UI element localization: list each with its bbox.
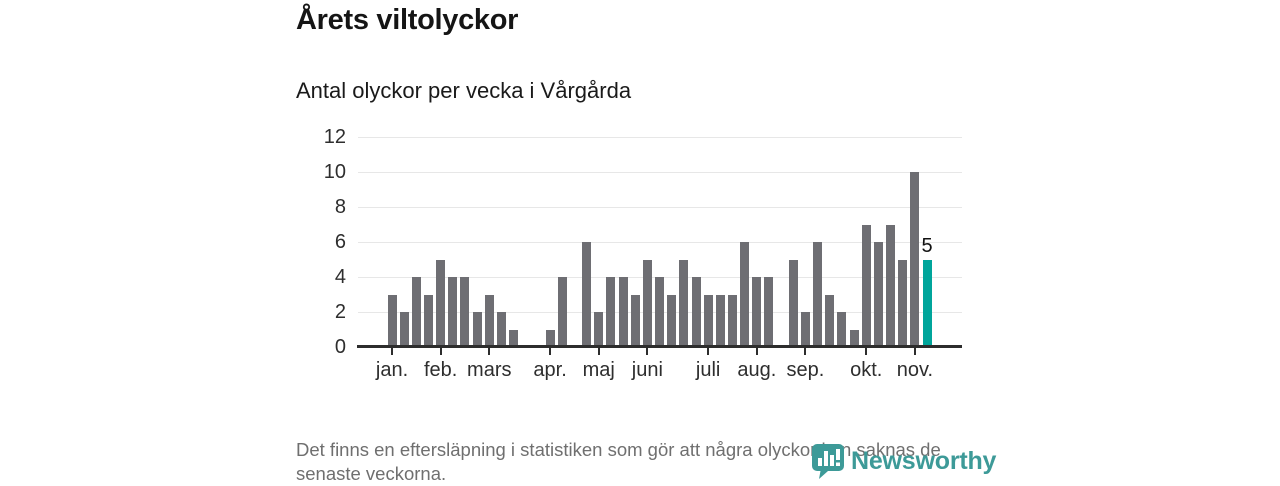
y-axis-label: 8	[334, 196, 346, 218]
page-title: Årets viltolyckor	[296, 4, 519, 36]
bar	[691, 277, 701, 347]
footnote: Det finns en eftersläpning i statistiken…	[296, 439, 941, 484]
bar	[496, 312, 506, 347]
y-axis-label: 6	[334, 231, 346, 253]
month-tick	[707, 347, 710, 355]
month-label: juli	[695, 359, 721, 381]
month-label: juni	[631, 359, 663, 381]
y-axis-label: 10	[323, 161, 346, 183]
bar	[703, 294, 713, 347]
bar	[667, 294, 677, 347]
bar	[557, 277, 567, 347]
y-axis-label: 2	[334, 301, 346, 323]
month-tick	[646, 347, 649, 355]
bar	[509, 329, 519, 347]
month-label: aug.	[737, 359, 777, 381]
bar	[886, 224, 896, 347]
bar	[861, 224, 871, 347]
month-tick	[488, 347, 491, 355]
y-axis-label: 0	[334, 336, 346, 358]
bar	[582, 242, 592, 347]
gridline	[358, 136, 962, 138]
bar	[472, 312, 482, 347]
bar	[484, 294, 494, 347]
month-label: apr.	[533, 359, 567, 381]
month-tick	[804, 347, 807, 355]
bar	[387, 294, 397, 347]
month-label: maj	[582, 359, 615, 381]
month-tick	[913, 347, 916, 355]
bar	[655, 277, 665, 347]
bar	[740, 242, 750, 347]
newsworthy-icon	[812, 444, 844, 479]
bar	[849, 329, 859, 347]
bar	[545, 329, 555, 347]
bar	[764, 277, 774, 347]
y-axis-label: 12	[323, 126, 346, 148]
bar	[800, 312, 810, 347]
month-label: mars	[467, 359, 512, 381]
bar	[873, 242, 883, 347]
month-tick	[439, 347, 442, 355]
month-tick	[391, 347, 393, 355]
month-label: sep.	[786, 359, 825, 381]
bar	[460, 277, 470, 347]
month-tick	[549, 347, 552, 355]
month-tick	[597, 347, 600, 355]
bar	[813, 242, 823, 347]
bar	[837, 312, 847, 347]
gridline	[358, 241, 962, 243]
bar	[727, 294, 737, 347]
bar	[630, 294, 640, 347]
bar	[423, 294, 433, 347]
bar	[788, 259, 798, 347]
month-label: jan.	[375, 359, 409, 381]
bar	[642, 259, 652, 347]
bar	[606, 277, 616, 347]
bar	[594, 312, 604, 347]
bar	[752, 277, 762, 347]
bar	[898, 259, 908, 347]
bar	[448, 277, 458, 347]
bar-value-label: 5	[921, 234, 933, 257]
bar	[910, 172, 920, 347]
chart-subtitle: Antal olyckor per vecka i Vårgårda	[296, 78, 632, 103]
x-axis-line	[357, 345, 962, 348]
newsworthy-logo-text: Newsworthy	[851, 447, 997, 475]
bar	[618, 277, 628, 347]
newsworthy-logo[interactable]: Newsworthy	[812, 444, 996, 479]
month-label: feb.	[423, 359, 458, 381]
bar	[715, 294, 725, 347]
gridline	[358, 206, 962, 208]
bar	[679, 259, 689, 347]
bar	[436, 259, 446, 347]
highlighted-bar	[922, 259, 932, 347]
month-label: nov.	[896, 359, 934, 381]
month-tick	[755, 347, 758, 355]
month-label: okt.	[850, 359, 883, 381]
bar	[399, 312, 409, 347]
month-tick	[865, 347, 868, 355]
bar	[825, 294, 835, 347]
bar	[411, 277, 421, 347]
y-axis-label: 4	[334, 266, 346, 288]
gridline	[358, 171, 962, 173]
